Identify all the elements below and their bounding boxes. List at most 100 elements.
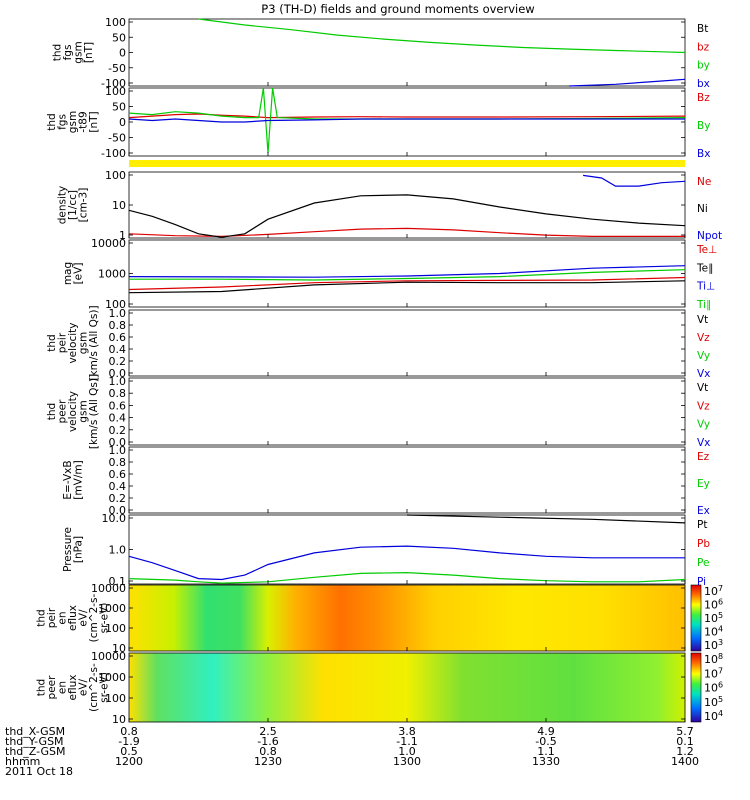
y-tick-label: 0 <box>119 116 126 129</box>
y-axis-label-line: thd <box>36 679 48 696</box>
panel-frame <box>128 446 686 514</box>
series-line-Bz <box>128 113 686 119</box>
y-tick-label: 1000 <box>98 671 126 684</box>
quality-flag-bar <box>129 160 685 167</box>
series-line-by <box>198 18 686 54</box>
footer-value: 1.2 <box>676 745 694 758</box>
y-axis-label-line: [km/s (All Qs)] <box>88 374 100 449</box>
y-tick-label: 10 <box>112 642 126 655</box>
y-tick-label: 50 <box>112 31 126 44</box>
legend-Bt: Bt <box>697 23 708 35</box>
y-tick-label: 0.8 <box>109 456 127 469</box>
footer-value: 5.7 <box>676 725 694 738</box>
y-tick-label: 10.0 <box>102 512 127 525</box>
legend-Te⊥: Te⊥ <box>696 244 717 256</box>
footer-value: 0.5 <box>120 745 138 758</box>
panel-frame <box>128 309 686 377</box>
y-axis-label: Pressure[nPa] <box>62 527 85 572</box>
legend-Vt: Vt <box>697 382 708 394</box>
colorbar-tick-label: 106 <box>704 598 723 612</box>
y-tick-label: 0.6 <box>109 331 127 344</box>
y-axis-label-line: thd <box>46 334 58 351</box>
y-tick-label: 10 <box>112 713 126 726</box>
y-tick-label: 1000 <box>98 268 126 281</box>
panel-5: 1.00.80.60.40.20.0 thdpeirvelocitygsm[km/… <box>46 305 710 380</box>
y-axis-label-line: peir <box>57 332 69 353</box>
legend-Ni: Ni <box>697 203 708 215</box>
footer-value: 3.8 <box>398 725 416 738</box>
series-line-Pe <box>128 571 686 584</box>
y-axis-label-line: -t89 <box>78 111 90 132</box>
legend-Ex: Ex <box>697 505 710 517</box>
y-axis-label-line: thd <box>36 609 48 626</box>
y-axis-label-line: [mV/m] <box>72 460 84 499</box>
y-tick-label: 0.6 <box>109 399 127 412</box>
legend-Pe: Pe <box>697 557 709 569</box>
panel-8: 10.0 1.0 0.1 Pressure[nPa] Pt Pb Pe Pi <box>62 512 711 588</box>
y-axis-label-line: gsm <box>67 111 79 133</box>
y-tick-label: 100 <box>105 16 126 29</box>
y-tick-label: 10 <box>112 199 126 212</box>
series-line-Bx <box>128 118 685 123</box>
footer-value: 1.0 <box>398 745 416 758</box>
legend-Te∥: Te∥ <box>696 262 713 274</box>
series-line-Ne <box>128 227 685 238</box>
y-axis-label-line: gsm <box>78 400 90 422</box>
y-axis-label-line: velocity <box>67 391 79 432</box>
colorbar-tick-label: 105 <box>704 611 723 625</box>
panel-frame <box>128 87 686 157</box>
y-axis-label-line: thd <box>46 403 58 420</box>
y-tick-label: 0.4 <box>109 480 127 493</box>
series-line-Pt <box>406 514 686 524</box>
y-tick-label: -100 <box>101 77 126 90</box>
y-axis-label: E=-VxB[mV/m] <box>62 460 85 499</box>
y-tick-label: 1.0 <box>109 307 127 320</box>
panel-frame <box>128 377 686 446</box>
footer-value: -1.9 <box>118 735 139 748</box>
series-line-Ni <box>128 194 686 238</box>
y-axis-label-line: gsm <box>72 41 84 63</box>
y-axis-label-line: [km/s (All Qs)] <box>88 305 100 380</box>
colorbar-tick-label: 104 <box>704 625 723 639</box>
series-line-Npot <box>583 174 686 187</box>
y-axis-label-line: density <box>57 186 69 225</box>
y-tick-label: 0.4 <box>109 412 127 425</box>
y-tick-label: -100 <box>101 147 126 160</box>
y-tick-label: 1.0 <box>109 544 127 557</box>
legend-Bz: Bz <box>697 92 710 104</box>
y-axis-label-line: E=-VxB <box>62 460 74 499</box>
y-axis-label-line: Pressure <box>62 527 74 572</box>
y-axis-label-line: [1/cc] <box>67 190 79 220</box>
footer-value: 1330 <box>532 755 560 768</box>
y-axis-label-line: sr-eV) <box>99 672 111 703</box>
footer-row-label: 2011 Oct 18 <box>5 765 73 778</box>
footer-row-label: hhmm <box>5 755 40 768</box>
legend-Vz: Vz <box>697 332 710 344</box>
footer-row-label: thd_X-GSM <box>5 725 65 738</box>
legend-Vy: Vy <box>697 350 710 362</box>
legend-bx: bx <box>697 78 710 90</box>
y-tick-label: 0.6 <box>109 468 127 481</box>
y-tick-label: 10000 <box>91 650 126 663</box>
y-tick-label: 0.2 <box>109 492 127 505</box>
y-tick-label: 0.8 <box>109 387 127 400</box>
colorbar-tick-label: 105 <box>704 695 723 709</box>
y-tick-label: 0.2 <box>109 355 127 368</box>
y-axis-label-line: eflux <box>67 605 79 631</box>
y-tick-label: 100 <box>105 622 126 635</box>
y-axis-label-line: (cm^2-s- <box>88 593 100 642</box>
footer-row-label: thd_Z-GSM <box>5 745 65 758</box>
series-line-bx <box>569 78 686 87</box>
footer-value: 1230 <box>254 755 282 768</box>
legend-Pb: Pb <box>697 538 710 550</box>
y-axis-label: mag[eV] <box>62 262 85 285</box>
footer-value: 1200 <box>115 755 143 768</box>
y-tick-label: 100 <box>105 298 126 311</box>
colorbar-tick-label: 104 <box>704 709 723 723</box>
